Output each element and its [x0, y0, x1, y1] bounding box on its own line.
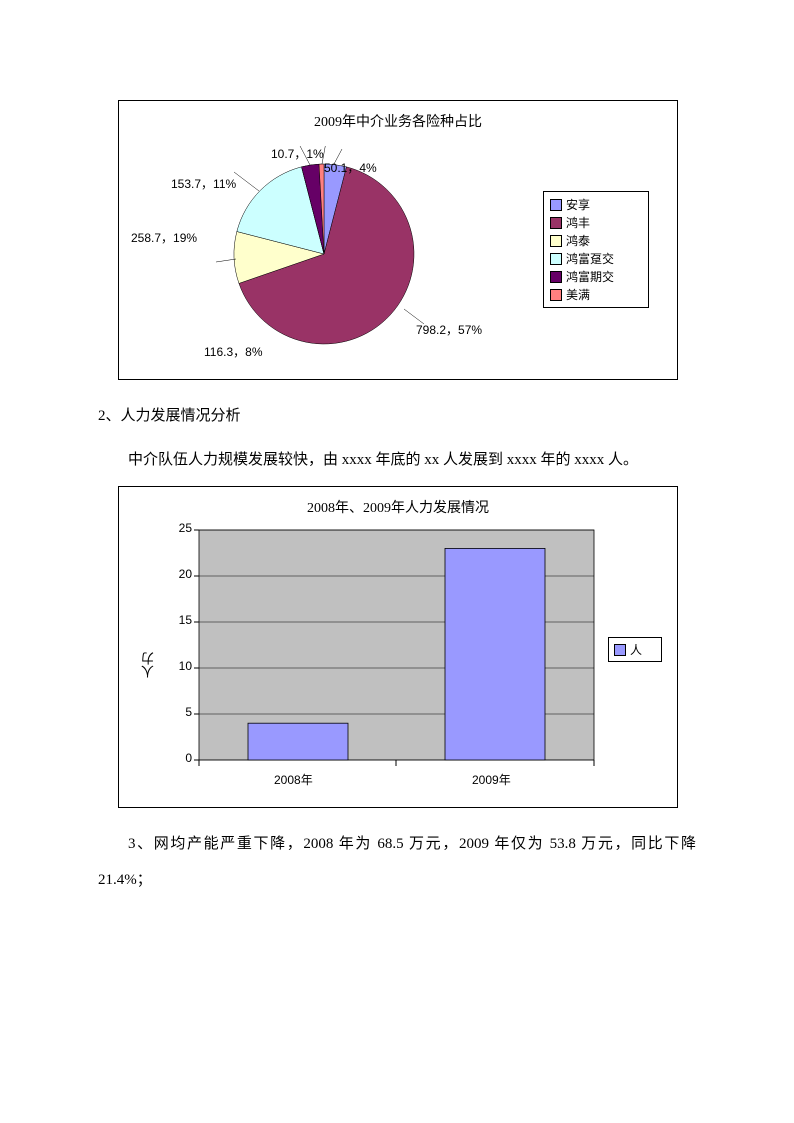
legend-label: 人 [630, 641, 642, 658]
pie-label-1: 798.2，57% [416, 321, 482, 338]
legend-item: 人 [614, 641, 656, 658]
pie-label-5: 10.7，1% [271, 145, 324, 162]
legend-item: 鸿富趸交 [550, 250, 642, 267]
bar-chart-svg [174, 525, 604, 795]
pie-label-2: 116.3，8% [204, 343, 262, 360]
legend-item: 鸿丰 [550, 214, 642, 231]
section3-body: 3、网均产能严重下降，2008 年为 68.5 万元，2009 年仅为 53.8… [98, 826, 696, 898]
ytick: 5 [167, 705, 192, 719]
pie-label-0: 50.1，4% [324, 159, 377, 176]
legend-label: 鸿富期交 [566, 268, 614, 285]
section2-heading: 2、人力发展情况分析 [98, 398, 696, 434]
bar-chart-title: 2008年、2009年人力发展情况 [119, 497, 677, 517]
pie-chart-container: 2009年中介业务各险种占比 [118, 100, 678, 380]
legend-label: 鸿富趸交 [566, 250, 614, 267]
pie-label-4: 153.7，11% [171, 175, 236, 192]
ytick: 10 [167, 659, 192, 673]
bar-ylabel: 人力 [139, 652, 158, 678]
legend-label: 鸿丰 [566, 214, 590, 231]
legend-item: 鸿泰 [550, 232, 642, 249]
pie-label-3: 258.7，19% [131, 229, 197, 246]
legend-item: 美满 [550, 286, 642, 303]
section2-body: 中介队伍人力规模发展较快，由 xxxx 年底的 xx 人发展到 xxxx 年的 … [98, 442, 696, 478]
ytick: 15 [167, 613, 192, 627]
ytick: 25 [167, 521, 192, 535]
legend-item: 安享 [550, 196, 642, 213]
pie-chart-title: 2009年中介业务各险种占比 [119, 111, 677, 131]
legend-label: 美满 [566, 286, 590, 303]
xtick: 2008年 [274, 771, 313, 788]
xtick: 2009年 [472, 771, 511, 788]
bar-legend: 人 [608, 637, 662, 662]
legend-label: 安享 [566, 196, 590, 213]
ytick: 20 [167, 567, 192, 581]
bar-chart-container: 2008年、2009年人力发展情况 [118, 486, 678, 808]
legend-item: 鸿富期交 [550, 268, 642, 285]
legend-label: 鸿泰 [566, 232, 590, 249]
pie-legend: 安享 鸿丰 鸿泰 鸿富趸交 鸿富期交 美满 [543, 191, 649, 308]
ytick: 0 [167, 751, 192, 765]
